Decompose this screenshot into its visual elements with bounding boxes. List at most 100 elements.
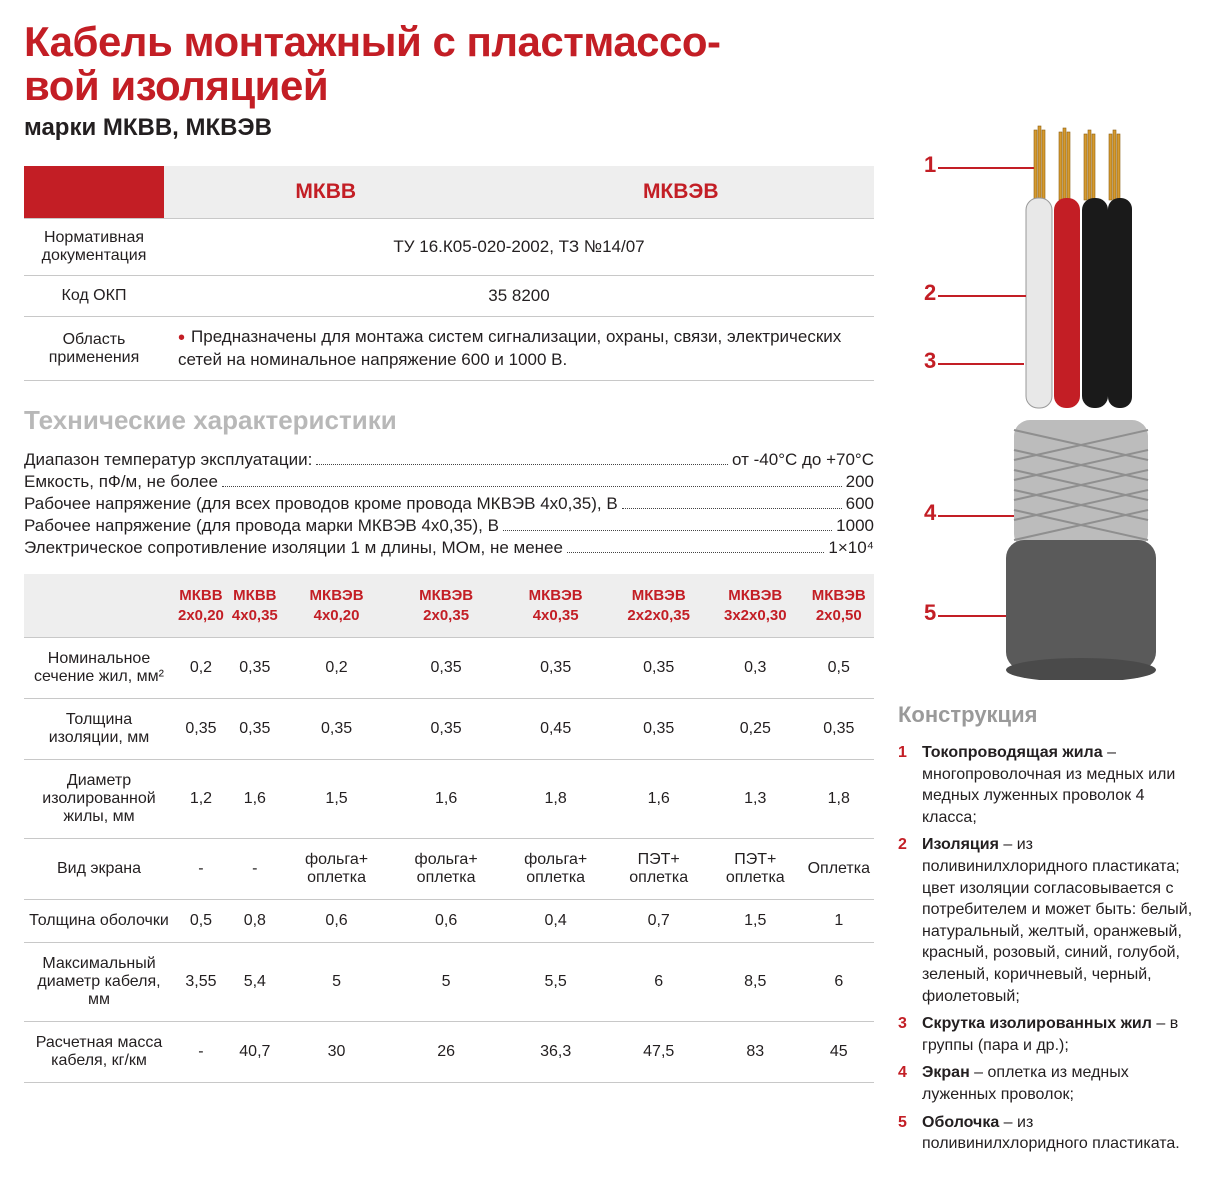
list-item: 5Оболочка – из поливинилхлоридного пласт… xyxy=(898,1112,1200,1155)
main-table-red-box xyxy=(24,166,164,219)
item-number: 1 xyxy=(898,742,912,828)
wire-white xyxy=(1026,198,1052,408)
dot-leader xyxy=(503,530,832,531)
table-row: Код ОКП 35 8200 xyxy=(24,276,874,317)
data-cell: 1,5 xyxy=(707,900,804,943)
data-cell: 0,35 xyxy=(228,638,282,699)
title-line-2: вой изоляцией xyxy=(24,62,328,109)
data-cell: ПЭТ+ оплетка xyxy=(707,839,804,900)
callout-2: 2 xyxy=(924,280,936,305)
item-text: Изоляция – из поливинилхлоридного пласти… xyxy=(922,834,1200,1007)
data-cell: 0,35 xyxy=(391,699,501,760)
data-cell: 5 xyxy=(391,943,501,1022)
variant-col-header: МКВВ2х0,20 xyxy=(174,574,228,638)
spec-line: Рабочее напряжение (для провода марки МК… xyxy=(24,516,874,536)
wire-black-1 xyxy=(1082,198,1108,408)
data-cell: 26 xyxy=(391,1022,501,1083)
variants-data-table: МКВВ2х0,20МКВВ4х0,35МКВЭВ4х0,20МКВЭВ2х0,… xyxy=(24,574,874,1083)
data-cell: 3,55 xyxy=(174,943,228,1022)
spec-label: Диапазон температур эксплуатации: xyxy=(24,450,312,470)
data-cell: 6 xyxy=(804,943,874,1022)
data-cell: 5 xyxy=(282,943,392,1022)
data-cell: 1,6 xyxy=(391,760,501,839)
table-row: Область применения •Предназначены для мо… xyxy=(24,317,874,381)
data-cell: 1,8 xyxy=(804,760,874,839)
data-cell: 1 xyxy=(804,900,874,943)
data-cell: - xyxy=(174,839,228,900)
list-item: 3Скрутка изолированных жил – в группы (п… xyxy=(898,1013,1200,1056)
main-col-1: МКВВ xyxy=(164,166,487,219)
dot-leader xyxy=(222,486,842,487)
data-cell: 0,35 xyxy=(610,699,707,760)
bullet-icon: • xyxy=(178,327,191,349)
spec-line: Емкость, пФ/м, не более200 xyxy=(24,472,874,492)
callout-1: 1 xyxy=(924,152,936,177)
dot-leader xyxy=(567,552,824,553)
strands-icon xyxy=(1034,126,1120,200)
data-cell: 6 xyxy=(610,943,707,1022)
table-row: Толщина оболочки0,50,80,60,60,40,71,51 xyxy=(24,900,874,943)
table-row: Номинальное сечение жил, мм²0,20,350,20,… xyxy=(24,638,874,699)
row-label: Максимальный диаметр кабеля, мм xyxy=(24,943,174,1022)
spec-line: Рабочее напряжение (для всех проводов кр… xyxy=(24,494,874,514)
cable-diagram: 1 2 3 4 5 xyxy=(904,120,1194,680)
data-cell: 0,4 xyxy=(501,900,611,943)
row-label: Толщина изоляции, мм xyxy=(24,699,174,760)
callout-5: 5 xyxy=(924,600,936,625)
data-cell: 1,2 xyxy=(174,760,228,839)
list-item: 4Экран – оплетка из медных луженных пров… xyxy=(898,1062,1200,1105)
data-cell: 1,5 xyxy=(282,760,392,839)
data-cell: 0,7 xyxy=(610,900,707,943)
list-item: 2Изоляция – из поливинилхлоридного пласт… xyxy=(898,834,1200,1007)
main-spec-table: МКВВ МКВЭВ Нормативная документация ТУ 1… xyxy=(24,166,874,381)
spec-value: 200 xyxy=(846,472,874,492)
data-cell: 5,4 xyxy=(228,943,282,1022)
spec-value: 1000 xyxy=(836,516,874,536)
row-value: 35 8200 xyxy=(164,276,874,317)
row-value: •Предназначены для монтажа систем сигнал… xyxy=(164,317,874,381)
data-cell: 0,35 xyxy=(174,699,228,760)
item-text: Токопроводящая жила – многопроволочная и… xyxy=(922,742,1200,828)
data-cell: 0,3 xyxy=(707,638,804,699)
item-text: Экран – оплетка из медных луженных прово… xyxy=(922,1062,1200,1105)
data-cell: 1,6 xyxy=(228,760,282,839)
spec-line: Диапазон температур эксплуатации: от -40°… xyxy=(24,450,874,470)
data-cell: - xyxy=(228,839,282,900)
jacket-icon xyxy=(1006,540,1156,670)
shield-icon xyxy=(1014,420,1148,550)
row-label: Вид экрана xyxy=(24,839,174,900)
main-col-2: МКВЭВ xyxy=(487,166,874,219)
data-cell: фольга+ оплетка xyxy=(282,839,392,900)
data-cell: Оплетка xyxy=(804,839,874,900)
spec-value: 1×10⁴ xyxy=(828,538,874,558)
data-cell: 0,35 xyxy=(804,699,874,760)
row-label: Нормативная документация xyxy=(24,219,164,276)
construction-list: 1Токопроводящая жила – многопроволочная … xyxy=(898,742,1200,1155)
variant-col-header: МКВЭВ2х2х0,35 xyxy=(610,574,707,638)
variant-col-header: МКВЭВ2х0,35 xyxy=(391,574,501,638)
data-cell: 1,8 xyxy=(501,760,611,839)
data-cell: 0,8 xyxy=(228,900,282,943)
data-cell: 5,5 xyxy=(501,943,611,1022)
data-cell: фольга+ оплетка xyxy=(501,839,611,900)
item-number: 4 xyxy=(898,1062,912,1105)
item-number: 3 xyxy=(898,1013,912,1056)
dot-leader xyxy=(316,464,728,465)
variant-col-header: МКВЭВ4х0,20 xyxy=(282,574,392,638)
table-row: Диаметр изолированной жилы, мм1,21,61,51… xyxy=(24,760,874,839)
spec-value: от -40°C до +70°C xyxy=(732,450,874,470)
data-cell: 30 xyxy=(282,1022,392,1083)
callout-3: 3 xyxy=(924,348,936,373)
variant-col-header: МКВЭВ3х2х0,30 xyxy=(707,574,804,638)
callout-4: 4 xyxy=(924,500,937,525)
data-cell: 0,2 xyxy=(282,638,392,699)
data-cell: 0,25 xyxy=(707,699,804,760)
table-row: Толщина изоляции, мм0,350,350,350,350,45… xyxy=(24,699,874,760)
dot-leader xyxy=(622,508,842,509)
empty-corner xyxy=(24,574,174,638)
data-cell: 0,2 xyxy=(174,638,228,699)
row-value: ТУ 16.К05-020-2002, ТЗ №14/07 xyxy=(164,219,874,276)
data-cell: фольга+ оплетка xyxy=(391,839,501,900)
item-number: 5 xyxy=(898,1112,912,1155)
data-cell: 40,7 xyxy=(228,1022,282,1083)
